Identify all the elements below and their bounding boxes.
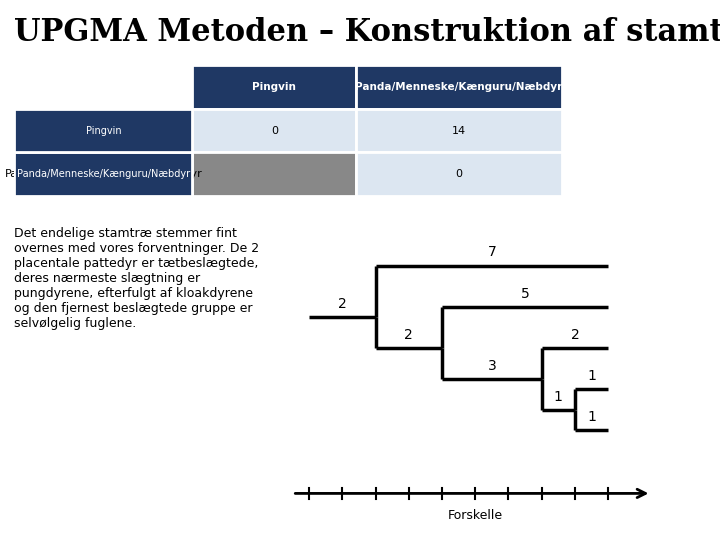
Text: Det endelige stamtræ stemmer fint
overnes med vores forventninger. De 2
placenta: Det endelige stamtræ stemmer fint overne… — [14, 227, 259, 330]
Bar — [192, 152, 356, 197]
Text: Pingvin: Pingvin — [86, 126, 121, 136]
Bar — [356, 152, 562, 197]
Bar — [14, 109, 192, 152]
Text: 2: 2 — [338, 297, 346, 311]
Text: 1: 1 — [587, 369, 596, 383]
Text: 2: 2 — [570, 328, 580, 342]
Bar — [14, 109, 192, 152]
Text: 3: 3 — [487, 359, 496, 373]
Bar — [192, 109, 356, 152]
Bar — [356, 109, 562, 152]
Text: Panda/Menneske/Kænguru/Næbdyr: Panda/Menneske/Kænguru/Næbdyr — [4, 170, 202, 179]
Text: 1: 1 — [587, 410, 596, 424]
Text: 1: 1 — [554, 390, 563, 403]
Text: Panda/Menneske/Kænguru/Næbdyr: Panda/Menneske/Kænguru/Næbdyr — [356, 82, 562, 92]
Text: 0: 0 — [456, 170, 462, 179]
Text: Pingvin: Pingvin — [253, 82, 296, 92]
Bar — [14, 65, 192, 109]
Text: Panda/Menneske/Kænguru/Næbdyr: Panda/Menneske/Kænguru/Næbdyr — [17, 170, 190, 179]
Text: Pingvin: Pingvin — [83, 126, 124, 136]
Text: UPGMA Metoden – Konstruktion af stamtræ: UPGMA Metoden – Konstruktion af stamtræ — [14, 17, 720, 48]
Bar — [14, 152, 192, 197]
Bar — [356, 65, 562, 109]
Text: Forskelle: Forskelle — [448, 509, 503, 522]
Bar — [14, 152, 192, 197]
Text: 14: 14 — [452, 126, 466, 136]
Text: 2: 2 — [405, 328, 413, 342]
Text: 0: 0 — [271, 126, 278, 136]
Text: 7: 7 — [487, 246, 496, 260]
Bar — [192, 65, 356, 109]
Text: 5: 5 — [521, 287, 529, 301]
